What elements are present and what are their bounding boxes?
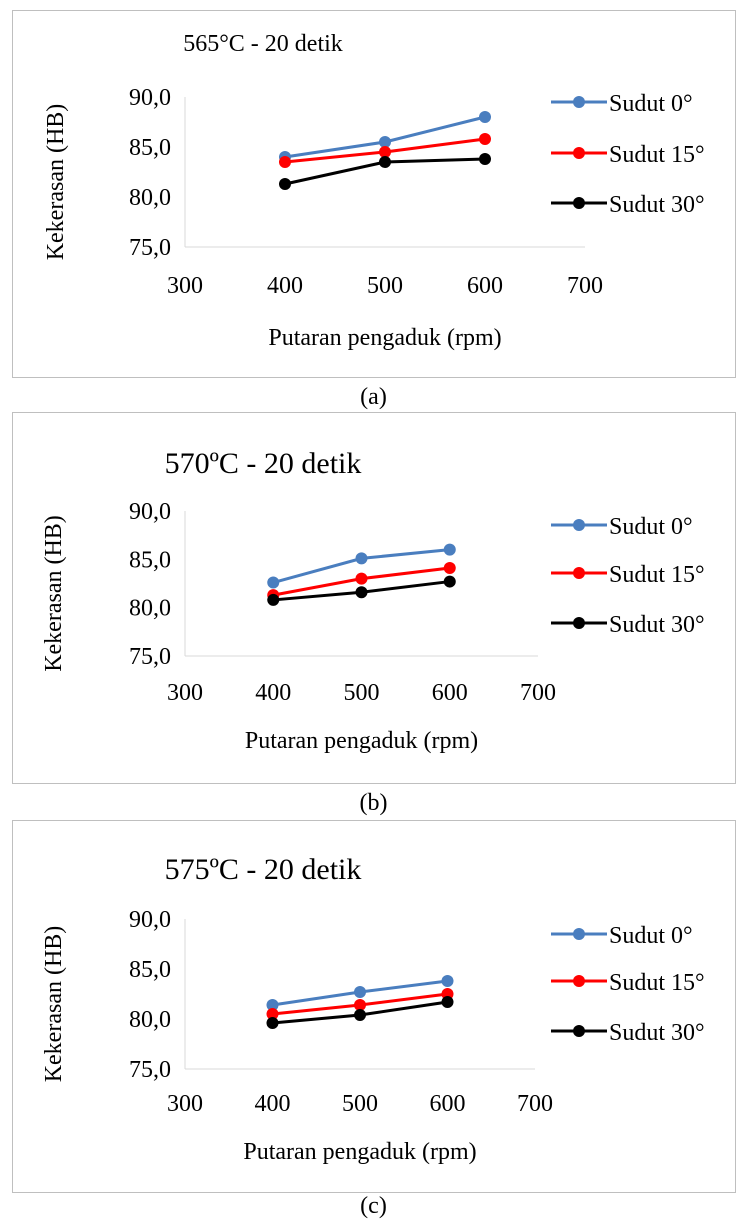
chart-panel-b: 570ºC - 20 detik 75,0 80,0 85,0 90,0 300 400 50… [12, 412, 736, 784]
x-tick-label: 700 [567, 273, 603, 299]
series-0-point [443, 543, 456, 556]
y-tick-label: 90,0 [129, 85, 171, 111]
legend-marker-2 [573, 617, 585, 629]
series-0-point [479, 111, 491, 123]
y-tick-label: 80,0 [129, 1007, 171, 1033]
series-0-point [266, 999, 279, 1011]
legend-label-1: Sudut 15° [609, 142, 705, 168]
y-tick-label: 80,0 [129, 185, 171, 211]
x-tick-label: 300 [167, 1091, 203, 1117]
chart-panel-a: 565°C - 20 detik 75,0 80,0 85,0 90,0 300 400 50… [12, 10, 736, 378]
series-2-point [379, 156, 391, 168]
legend-marker-0 [573, 519, 585, 531]
y-tick-label: 85,0 [129, 547, 171, 573]
chart-a-svg: 565°C - 20 detik 75,0 80,0 85,0 90,0 300 400 50… [43, 31, 705, 351]
x-axis-label: Putaran pengaduk (rpm) [245, 728, 478, 754]
legend-label-2: Sudut 30° [609, 1020, 705, 1046]
legend-label-0: Sudut 0° [609, 91, 693, 117]
x-tick-label: 300 [167, 680, 203, 706]
legend-label-0: Sudut 0° [609, 923, 693, 949]
series-2-point [279, 178, 291, 190]
legend-marker-1 [573, 975, 585, 987]
y-tick-label: 75,0 [129, 235, 171, 261]
series-1-point [443, 562, 456, 575]
y-tick-label: 80,0 [129, 596, 171, 622]
series-2-point [354, 1009, 366, 1021]
series-2-point [266, 1017, 279, 1029]
chart-title: 575ºC - 20 detik [165, 853, 362, 886]
y-tick-label: 75,0 [129, 644, 171, 670]
series-1-point [479, 133, 491, 145]
legend-marker-0 [573, 96, 585, 108]
legend-marker-2 [573, 1025, 585, 1037]
series-2-point [441, 996, 454, 1008]
chart-b-svg: 570ºC - 20 detik 75,0 80,0 85,0 90,0 300 400 50… [41, 447, 705, 754]
series-0-point [441, 975, 454, 987]
series-2-point [267, 593, 280, 606]
x-tick-label: 500 [367, 273, 403, 299]
y-tick-label: 75,0 [129, 1057, 171, 1083]
x-tick-label: 600 [432, 680, 468, 706]
x-tick-label: 600 [430, 1091, 466, 1117]
x-tick-label: 400 [255, 680, 291, 706]
y-tick-label: 90,0 [129, 907, 171, 933]
legend-marker-1 [573, 567, 585, 579]
series-1-point [279, 156, 291, 168]
y-tick-label: 85,0 [129, 957, 171, 983]
y-axis-label: Kekerasan (HB) [43, 104, 69, 261]
chart-title: 565°C - 20 detik [183, 31, 343, 57]
caption-a: (a) [360, 384, 387, 410]
chart-panel-c: 575ºC - 20 detik 75,0 80,0 85,0 90,0 300 400 50… [12, 820, 736, 1193]
legend-label-2: Sudut 30° [609, 192, 705, 218]
x-tick-label: 400 [255, 1091, 291, 1117]
caption-b: (b) [359, 790, 388, 816]
chart-c-svg: 575ºC - 20 detik 75,0 80,0 85,0 90,0 300 400 50… [41, 853, 705, 1165]
legend-label-1: Sudut 15° [609, 562, 705, 588]
y-tick-label: 90,0 [129, 499, 171, 525]
series-0-point [355, 552, 368, 565]
series-1-point [355, 572, 368, 585]
caption-c: (c) [360, 1193, 387, 1219]
series-1-point [354, 999, 366, 1011]
chart-title: 570ºC - 20 detik [165, 447, 362, 480]
series-1-point [379, 146, 391, 158]
legend-label-1: Sudut 15° [609, 970, 705, 996]
legend-marker-1 [573, 147, 585, 159]
x-axis-label: Putaran pengaduk (rpm) [268, 325, 501, 351]
legend-label-0: Sudut 0° [609, 514, 693, 540]
x-tick-label: 300 [167, 273, 203, 299]
x-tick-label: 700 [520, 680, 556, 706]
y-axis-label: Kekerasan (HB) [41, 926, 67, 1083]
series-2-point [355, 586, 368, 599]
series-1-point [266, 1008, 279, 1020]
legend-marker-2 [573, 197, 585, 209]
x-tick-label: 600 [467, 273, 503, 299]
legend-marker-0 [573, 928, 585, 940]
y-axis-label: Kekerasan (HB) [41, 515, 67, 672]
x-tick-label: 500 [342, 1091, 378, 1117]
series-0-point [354, 986, 366, 998]
y-tick-label: 85,0 [129, 135, 171, 161]
x-tick-label: 700 [517, 1091, 553, 1117]
legend-label-2: Sudut 30° [609, 612, 705, 638]
x-tick-label: 400 [267, 273, 303, 299]
series-2-point [479, 153, 491, 165]
x-axis-label: Putaran pengaduk (rpm) [243, 1139, 476, 1165]
x-tick-label: 500 [344, 680, 380, 706]
series-0-point [267, 576, 280, 589]
series-0-point [379, 136, 391, 148]
series-2-point [443, 575, 456, 588]
